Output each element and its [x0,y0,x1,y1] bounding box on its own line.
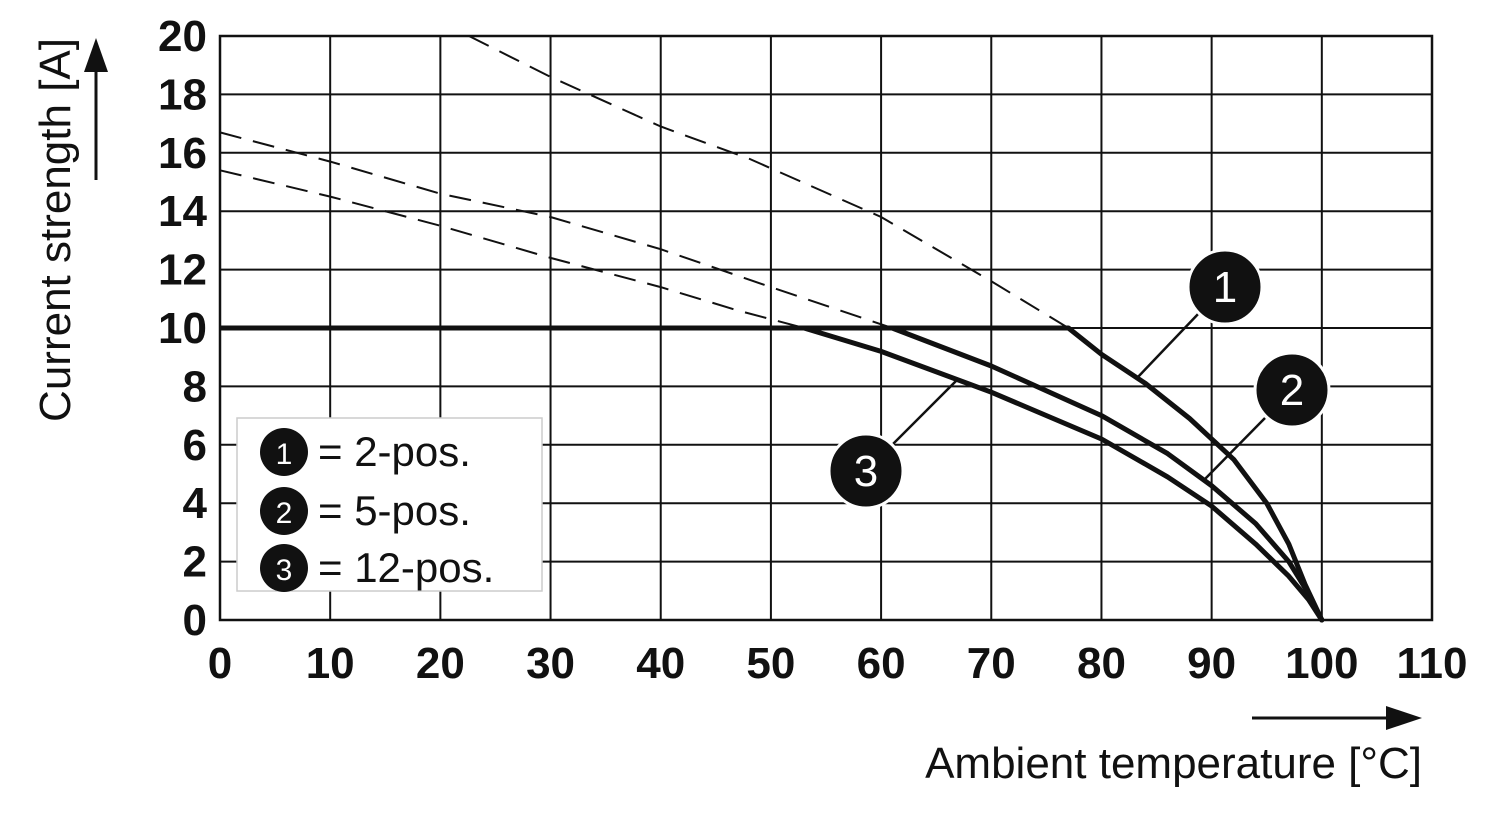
legend-item-3: 3 = 12-pos. [260,544,494,592]
callout-2-leader [1203,417,1266,481]
curves [219,35,1325,623]
x-tick-label-0: 0 [208,639,232,688]
legend-item-1: 1 = 2-pos. [260,428,471,476]
callout-1: 1 [1136,248,1264,379]
series-1-dashed-curve [468,35,1069,329]
y-tick-label-2: 2 [183,538,207,587]
series-3-derating-curve [801,325,1325,623]
y-tick-label-20: 20 [158,12,207,61]
legend-marker-1 [260,428,308,476]
y-axis-title-group: Current strength [A] [31,38,108,422]
x-tick-label-20: 20 [416,639,465,688]
series-3-dashed-curve [219,169,805,329]
legend-item-2: 2 = 5-pos. [260,487,471,535]
legend: 1 = 2-pos. 2 = 5-pos. 3 = 12-pos. [236,417,543,592]
callout-1-badge [1186,248,1264,326]
x-tick-label-30: 30 [526,639,575,688]
tick-labels: 0 10 20 30 40 50 60 70 80 90 100 110024681012141618… [158,12,1467,688]
callout-3-badge [827,432,905,510]
callout-3: 3 [827,379,958,510]
legend-marker-1-number: 1 [276,438,293,471]
series-1-derating-curve [1065,325,1325,623]
x-tick-label-40: 40 [636,639,685,688]
callout-2: 2 [1203,351,1331,481]
y-tick-label-0: 0 [183,596,207,645]
y-axis-label: Current strength [A] [31,38,80,422]
x-tick-label-90: 90 [1187,639,1236,688]
legend-label-2: = 5-pos. [318,487,471,534]
callout-1-number: 1 [1213,263,1237,312]
x-tick-label-80: 80 [1077,639,1126,688]
x-axis-label: Ambient temperature [°C] [925,739,1422,788]
legend-marker-2 [260,487,308,535]
legend-marker-2-number: 2 [276,497,293,530]
y-tick-label-12: 12 [158,246,207,295]
x-tick-label-110: 110 [1397,639,1468,688]
legend-marker-3 [260,544,308,592]
legend-label-1: = 2-pos. [318,428,471,475]
callout-2-badge [1253,351,1331,429]
x-axis-title-group: Ambient temperature [°C] [925,706,1422,788]
callout-1-leader [1136,311,1201,379]
callout-3-leader [892,379,958,445]
y-tick-label-18: 18 [158,70,207,119]
y-tick-label-8: 8 [183,362,207,411]
y-tick-label-16: 16 [158,129,207,178]
series-2-dashed-curve [219,131,893,329]
x-tick-label-100: 100 [1285,639,1358,688]
y-tick-label-14: 14 [158,187,207,236]
legend-marker-3-number: 3 [276,554,293,587]
callout-2-number: 2 [1280,366,1304,415]
callout-3-number: 3 [854,447,878,496]
y-tick-label-10: 10 [158,304,207,353]
legend-label-3: = 12-pos. [318,544,494,591]
x-tick-label-70: 70 [967,639,1016,688]
y-tick-label-4: 4 [183,479,208,528]
x-axis-arrow-head [1386,706,1422,730]
y-tick-label-6: 6 [183,421,207,470]
x-tick-label-50: 50 [746,639,795,688]
x-tick-label-60: 60 [857,639,906,688]
series-2-derating-curve [889,325,1325,623]
x-tick-label-10: 10 [306,639,355,688]
y-axis-arrow-head [84,38,108,72]
